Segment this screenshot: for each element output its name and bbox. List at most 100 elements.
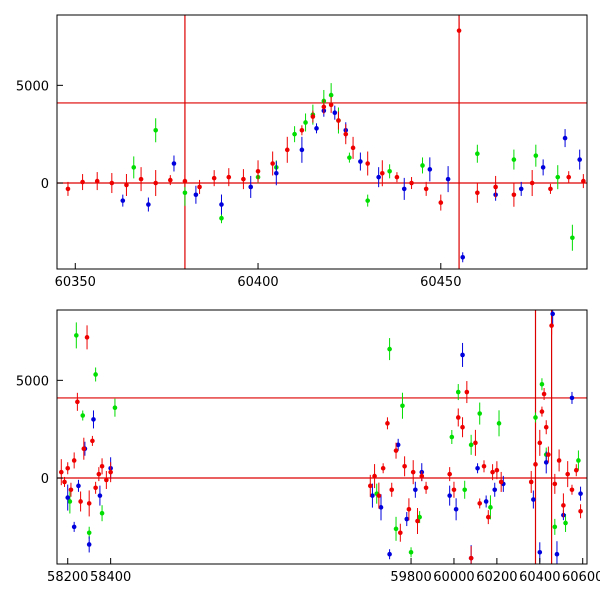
red-data-point [372, 473, 377, 479]
green-data-point [112, 405, 118, 410]
green-data-point [219, 215, 224, 221]
red-data-point [68, 487, 74, 493]
x-tick-label: 60000 [433, 570, 474, 585]
red-data-point [556, 458, 562, 463]
red-data-point [511, 192, 517, 198]
red-data-point [241, 176, 246, 182]
red-data-point [455, 415, 461, 420]
plot-frame [56, 14, 588, 270]
red-data-point [573, 467, 579, 473]
blue-data-point [193, 192, 199, 198]
red-data-point [475, 190, 480, 196]
green-data-point [153, 127, 158, 133]
x-tick-label: 60400 [519, 570, 560, 585]
red-data-point [299, 127, 305, 133]
blue-data-point [91, 417, 96, 422]
red-data-point [86, 501, 92, 506]
red-data-point [124, 182, 129, 188]
green-data-point [393, 526, 399, 532]
red-data-point [71, 458, 77, 463]
red-data-point [561, 503, 566, 508]
green-data-point [555, 174, 561, 180]
red-data-point [138, 176, 144, 182]
blue-data-point [413, 487, 418, 493]
red-data-point [328, 102, 334, 108]
blue-data-point [447, 493, 452, 498]
green-data-point [449, 434, 455, 440]
red-data-point [578, 508, 583, 514]
red-data-point [490, 469, 495, 475]
blue-data-point [401, 186, 407, 192]
blue-data-point [492, 487, 498, 493]
red-data-point [389, 487, 395, 493]
red-data-point [284, 147, 290, 153]
red-data-point [569, 487, 575, 493]
red-data-point [473, 440, 478, 446]
red-data-point [80, 179, 85, 185]
blue-data-point [248, 184, 254, 190]
red-data-point [415, 518, 420, 524]
x-tick-label: 60600 [562, 570, 600, 585]
red-data-point [406, 506, 412, 512]
blue-data-point [314, 126, 319, 131]
blue-data-point [453, 506, 459, 512]
red-data-point [494, 467, 500, 473]
green-data-point [417, 514, 422, 520]
blue-data-point [540, 165, 546, 170]
blue-data-point [332, 110, 338, 115]
green-data-point [496, 421, 502, 426]
red-data-point [498, 479, 504, 485]
blue-data-point [550, 311, 555, 317]
red-data-point [226, 174, 232, 180]
red-data-point [367, 483, 373, 489]
x-tick-label: 60400 [237, 275, 278, 290]
red-data-point [481, 464, 487, 469]
green-data-point [475, 151, 480, 157]
red-data-point [84, 335, 90, 340]
blue-data-point [483, 499, 489, 504]
red-data-point [310, 114, 316, 119]
red-data-point [380, 465, 386, 471]
red-data-point [528, 479, 534, 485]
red-data-point [343, 131, 349, 137]
red-data-point [485, 514, 491, 520]
blue-data-point [97, 493, 103, 498]
blue-data-point [370, 493, 375, 498]
green-data-point [80, 413, 86, 418]
red-data-point [423, 186, 429, 192]
red-data-point [104, 477, 109, 483]
blue-data-point [358, 159, 363, 164]
green-data-point [347, 155, 352, 160]
green-data-point [462, 487, 467, 493]
x-tick-label: 58200 [47, 570, 88, 585]
red-data-point [493, 184, 498, 190]
green-data-point [488, 505, 493, 510]
blue-data-point [562, 135, 568, 141]
green-data-point [477, 411, 483, 416]
blue-data-point [445, 176, 451, 182]
red-data-point [402, 464, 407, 469]
red-data-point [385, 421, 390, 426]
red-data-point [409, 180, 414, 186]
green-data-point [387, 169, 392, 174]
plot-frame [56, 309, 588, 565]
red-data-point [410, 469, 416, 475]
green-data-point [552, 524, 558, 530]
red-data-point [94, 178, 100, 184]
red-data-point [539, 409, 545, 414]
red-data-point [477, 501, 483, 506]
red-data-point [468, 555, 474, 561]
green-data-point [420, 163, 425, 168]
blue-data-point [171, 161, 177, 166]
blue-data-point [537, 549, 543, 555]
blue-data-point [427, 167, 433, 172]
red-data-point [581, 178, 586, 184]
green-data-point [408, 549, 414, 555]
red-data-point [270, 161, 275, 166]
red-data-point [78, 499, 83, 504]
red-data-point [365, 161, 370, 166]
blue-data-point [71, 524, 77, 530]
red-data-point [376, 493, 382, 498]
green-data-point [576, 458, 581, 463]
